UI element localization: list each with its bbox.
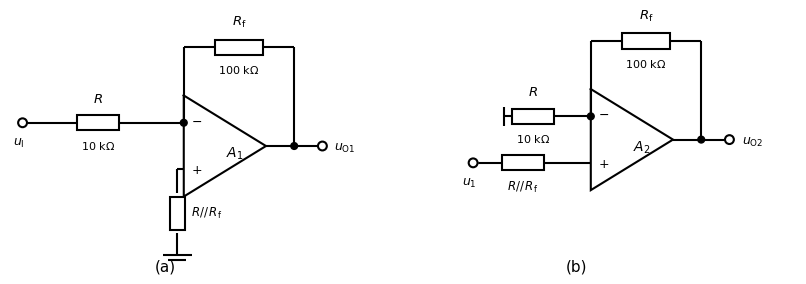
Bar bbox=[621, 33, 670, 49]
Circle shape bbox=[181, 119, 187, 126]
Circle shape bbox=[19, 118, 27, 127]
Text: $-$: $-$ bbox=[191, 115, 202, 128]
Bar bbox=[512, 109, 554, 124]
Text: $+$: $+$ bbox=[191, 164, 202, 178]
Text: $A_2$: $A_2$ bbox=[633, 139, 650, 156]
Text: $R_\mathrm{f}$: $R_\mathrm{f}$ bbox=[638, 9, 654, 24]
Bar bbox=[77, 115, 119, 130]
Text: $u_{\rm O2}$: $u_{\rm O2}$ bbox=[742, 135, 763, 149]
Text: $-$: $-$ bbox=[598, 108, 609, 121]
Circle shape bbox=[698, 136, 704, 143]
Text: $u_1$: $u_1$ bbox=[462, 176, 476, 190]
Circle shape bbox=[725, 135, 733, 144]
Text: 10 k$\Omega$: 10 k$\Omega$ bbox=[516, 133, 550, 145]
Text: $u_{\rm O1}$: $u_{\rm O1}$ bbox=[334, 142, 356, 155]
Bar bbox=[169, 197, 185, 230]
Text: $R//\,R_\mathrm{f}$: $R//\,R_\mathrm{f}$ bbox=[508, 180, 538, 195]
Text: 10 k$\Omega$: 10 k$\Omega$ bbox=[81, 140, 115, 152]
Circle shape bbox=[588, 113, 594, 120]
Text: 100 k$\Omega$: 100 k$\Omega$ bbox=[625, 58, 667, 70]
Text: 100 k$\Omega$: 100 k$\Omega$ bbox=[218, 64, 260, 76]
Circle shape bbox=[318, 142, 327, 151]
Text: $u_{\rm I}$: $u_{\rm I}$ bbox=[13, 136, 24, 149]
Circle shape bbox=[468, 158, 477, 167]
Text: $+$: $+$ bbox=[598, 158, 609, 171]
Text: $R//\,R_\mathrm{f}$: $R//\,R_\mathrm{f}$ bbox=[191, 206, 222, 221]
Text: (b): (b) bbox=[566, 259, 587, 274]
Bar bbox=[215, 40, 264, 55]
Circle shape bbox=[291, 143, 297, 149]
Text: $R$: $R$ bbox=[528, 87, 538, 99]
Text: $A_1$: $A_1$ bbox=[226, 146, 243, 162]
Text: $R$: $R$ bbox=[93, 93, 103, 106]
Text: $R_\mathrm{f}$: $R_\mathrm{f}$ bbox=[231, 15, 247, 30]
Bar bbox=[502, 155, 544, 170]
Text: (a): (a) bbox=[155, 259, 176, 274]
